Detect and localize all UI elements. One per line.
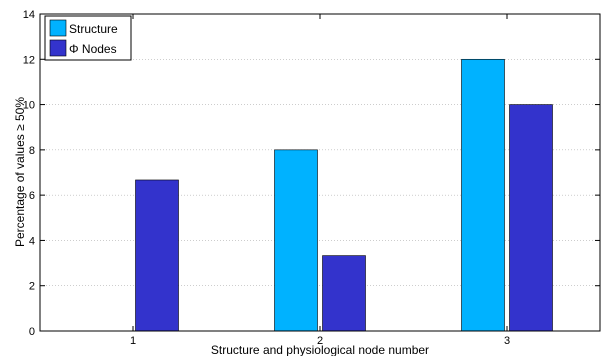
bar-phi-nodes-3 [509, 104, 553, 332]
legend-swatch-structure [49, 19, 67, 37]
bar-phi-nodes-1 [135, 179, 179, 332]
plot-area [40, 14, 600, 331]
x-tick-label: 3 [504, 335, 510, 347]
bar-structure-2 [274, 149, 318, 332]
bar-structure-3 [461, 58, 505, 332]
y-tick-label: 12 [23, 54, 35, 66]
legend: Structure Φ Nodes [44, 15, 132, 61]
x-axis-ticks: 1 2 3 [130, 14, 510, 347]
x-axis-label: Structure and physiological node number [211, 343, 429, 356]
y-tick-label: 10 [23, 100, 35, 112]
legend-label-structure: Structure [69, 22, 118, 36]
bars [135, 58, 553, 332]
x-tick-label: 2 [317, 335, 323, 347]
y-tick-label: 4 [29, 235, 35, 247]
legend-label-phi-nodes: Φ Nodes [69, 42, 117, 56]
y-axis-ticks: 0 2 4 6 8 10 12 14 [23, 9, 600, 338]
y-tick-label: 8 [29, 145, 35, 157]
y-tick-label: 14 [23, 9, 35, 21]
y-tick-label: 0 [29, 326, 35, 338]
y-tick-label: 2 [29, 281, 35, 293]
grid-lines [40, 58, 600, 287]
x-tick-label: 1 [130, 335, 136, 347]
y-tick-label: 6 [29, 190, 35, 202]
bar-phi-nodes-2 [322, 255, 366, 332]
y-axis-label: Percentage of values ≥ 50% [13, 97, 27, 247]
legend-swatch-phi-nodes [49, 39, 67, 57]
